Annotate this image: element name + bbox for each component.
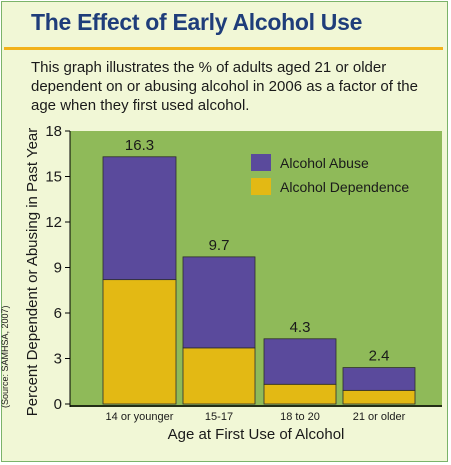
y-tick-label: 6 — [54, 305, 62, 322]
y-tick-label: 0 — [54, 396, 62, 413]
bar-total-label: 4.3 — [290, 319, 311, 336]
bar-abuse — [263, 338, 337, 385]
chart-description: This graph illustrates the % of adults a… — [31, 59, 418, 114]
y-tick-label: 12 — [45, 214, 62, 231]
x-axis-title: Age at First Use of Alcohol — [168, 426, 345, 443]
bar-abuse — [102, 156, 177, 281]
bar-dependence — [263, 383, 337, 405]
legend-label: Alcohol Dependence — [280, 179, 409, 195]
bar-dependence — [342, 389, 416, 405]
legend-label: Alcohol Abuse — [280, 155, 369, 171]
bar-total-label: 2.4 — [369, 348, 390, 365]
x-tick-label: 14 or younger — [106, 411, 174, 423]
legend-swatch — [251, 178, 271, 195]
x-tick-label: 15-17 — [205, 411, 233, 423]
y-tick-label: 9 — [54, 260, 62, 277]
y-tick-label: 15 — [45, 169, 62, 186]
bar-dependence — [182, 347, 256, 405]
x-tick-label: 21 or older — [353, 411, 406, 423]
bar-abuse — [342, 367, 416, 391]
y-tick-label: 3 — [54, 351, 62, 368]
legend-swatch — [251, 154, 271, 171]
y-axis-title: Percent Dependent or Abusing in Past Yea… — [24, 128, 41, 417]
bar-total-label: 16.3 — [125, 137, 154, 154]
title-divider — [4, 47, 443, 50]
page-title: The Effect of Early Alcohol Use — [31, 9, 363, 35]
bar-total-label: 9.7 — [209, 237, 230, 254]
y-tick-label: 18 — [45, 123, 62, 140]
x-tick-label: 18 to 20 — [280, 411, 320, 423]
bar-dependence — [102, 279, 177, 405]
bar-abuse — [182, 256, 256, 349]
